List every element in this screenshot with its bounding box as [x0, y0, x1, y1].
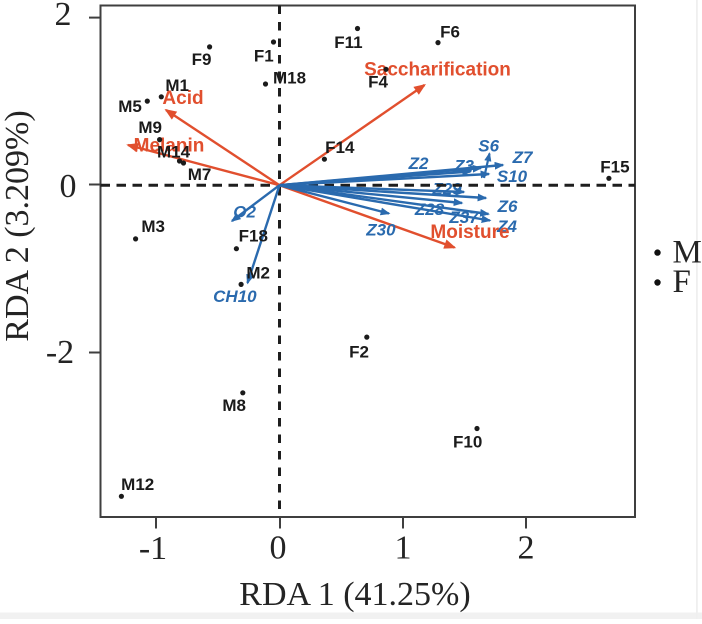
svg-text:M18: M18 — [273, 69, 306, 88]
svg-text:Z7: Z7 — [512, 148, 534, 167]
svg-text:2: 2 — [55, 0, 72, 33]
svg-text:S10: S10 — [497, 167, 528, 186]
svg-text:F11: F11 — [334, 33, 362, 52]
svg-text:M5: M5 — [118, 97, 142, 116]
svg-text:Saccharification: Saccharification — [364, 60, 511, 81]
svg-text:F14: F14 — [325, 138, 355, 157]
svg-text:-1: -1 — [139, 530, 167, 567]
svg-text:1: 1 — [395, 530, 412, 567]
svg-text:Moisture: Moisture — [430, 222, 509, 243]
svg-text:M: M — [673, 235, 702, 271]
svg-text:CH10: CH10 — [213, 287, 257, 306]
svg-text:M1: M1 — [165, 76, 189, 95]
svg-text:F18: F18 — [239, 227, 268, 246]
svg-text:M8: M8 — [222, 396, 246, 415]
svg-text:F4: F4 — [368, 72, 388, 91]
svg-text:M14: M14 — [157, 143, 191, 162]
svg-text:0: 0 — [270, 530, 287, 567]
svg-text:F10: F10 — [453, 432, 482, 451]
svg-text:Z2: Z2 — [408, 154, 429, 173]
svg-text:Z30: Z30 — [365, 220, 396, 239]
svg-text:RDA 1 (41.25%): RDA 1 (41.25%) — [239, 576, 470, 613]
svg-text:F6: F6 — [440, 23, 460, 42]
svg-text:Acid: Acid — [162, 88, 203, 109]
svg-text:M2: M2 — [246, 263, 270, 282]
svg-text:2: 2 — [518, 530, 535, 567]
svg-text:-2: -2 — [46, 334, 74, 371]
svg-text:F9: F9 — [192, 50, 212, 69]
svg-text:O2: O2 — [233, 202, 256, 221]
svg-text:F15: F15 — [600, 158, 629, 177]
svg-text:F: F — [673, 264, 691, 300]
svg-text:F1: F1 — [254, 47, 274, 66]
svg-text:Z6: Z6 — [497, 197, 518, 216]
svg-text:M7: M7 — [188, 165, 212, 184]
svg-text:Z4: Z4 — [496, 217, 517, 236]
svg-text:Melanin: Melanin — [134, 136, 205, 157]
svg-text:F2: F2 — [349, 343, 369, 362]
svg-text:RDA 2 (3.209%): RDA 2 (3.209%) — [0, 110, 36, 341]
svg-text:M3: M3 — [141, 217, 165, 236]
svg-text:0: 0 — [60, 168, 77, 205]
svg-text:M12: M12 — [121, 475, 154, 494]
svg-text:S6: S6 — [478, 136, 499, 155]
svg-text:M9: M9 — [138, 118, 162, 137]
